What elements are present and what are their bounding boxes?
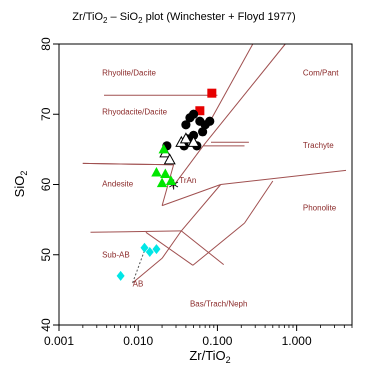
x-tick-label-0: 0.001 <box>44 334 74 348</box>
data-point-circle-1 <box>181 120 191 130</box>
data-point-diamond-2 <box>152 244 161 255</box>
field-boundary-12 <box>161 230 182 259</box>
field-label-rhyodacite-dacite: Rhyodacite/Dacite <box>102 107 167 116</box>
field-boundary-15 <box>90 230 182 233</box>
field-label-sub-ab: Sub-AB <box>102 251 130 260</box>
field-boundary-1 <box>208 43 254 124</box>
x-axis-title: Zr/TiO2 <box>189 348 230 365</box>
ab-guide-line <box>132 250 145 284</box>
field-label-rhyolite-dacite: Rhyolite/Dacite <box>102 69 156 78</box>
data-point-circle-6 <box>205 116 215 126</box>
plot-area: Rhyolite/Dacite Rhyodacite/Dacite Com/Pant… <box>39 37 353 348</box>
field-label-com-pant: Com/Pant <box>303 69 339 78</box>
data-point-diamond-3 <box>116 270 125 281</box>
field-boundary-7 <box>82 162 174 166</box>
y-tick-label-2: 60 <box>39 178 53 192</box>
data-point-triangle-0 <box>151 167 162 177</box>
field-boundary-11 <box>180 184 222 232</box>
data-point-square-1 <box>195 106 205 116</box>
data-point-circle-3 <box>188 109 199 119</box>
data-point-square-0 <box>207 88 217 98</box>
field-boundary-17 <box>192 222 245 266</box>
data-point-triangle-3 <box>165 175 177 185</box>
data-point-triangle-2 <box>156 177 168 188</box>
field-boundary-10 <box>220 169 347 185</box>
chart-title: Zr/TiO2 – SiO2 plot (Winchester + Floyd … <box>72 11 295 25</box>
field-boundary-3 <box>202 43 286 147</box>
y-tick-label-0: 40 <box>39 318 53 332</box>
x-tick-label-3: 1.000 <box>282 334 312 348</box>
data-point-triangle-open-3 <box>179 132 192 144</box>
data-point-circle-11 <box>198 127 208 137</box>
field-label-trachyte: Trachyte <box>303 141 334 150</box>
field-label-tran: TrAn <box>179 176 196 185</box>
field-label-bas-trach-neph: Bas/Trach/Neph <box>190 300 248 309</box>
data-point-triangle-open-4 <box>187 135 200 147</box>
field-boundary-16 <box>145 231 194 266</box>
field-boundary-14 <box>132 257 163 284</box>
y-tick-label-3: 70 <box>39 107 53 121</box>
field-label-andesite: Andesite <box>102 180 134 189</box>
data-point-triangle-open-1 <box>163 153 176 165</box>
field-label-ab: AB <box>133 279 144 288</box>
field-boundary-9 <box>161 184 221 207</box>
y-tick-label-4: 80 <box>39 37 53 51</box>
y-axis-title: SiO2 <box>12 171 29 198</box>
data-point-diamond-1 <box>145 246 154 257</box>
field-boundary-8 <box>161 164 175 206</box>
field-boundary-18 <box>244 180 274 224</box>
y-tick-label-1: 50 <box>39 248 53 262</box>
field-label-phonolite: Phonolite <box>303 203 337 212</box>
data-point-diamond-0 <box>140 242 149 253</box>
x-tick-label-1: 0.010 <box>123 334 153 348</box>
data-point-triangle-1 <box>160 168 171 178</box>
x-tick-label-2: 0.100 <box>202 334 232 348</box>
field-boundary-4 <box>171 145 204 188</box>
data-point-triangle-4 <box>158 143 169 154</box>
field-boundary-13 <box>180 230 225 265</box>
